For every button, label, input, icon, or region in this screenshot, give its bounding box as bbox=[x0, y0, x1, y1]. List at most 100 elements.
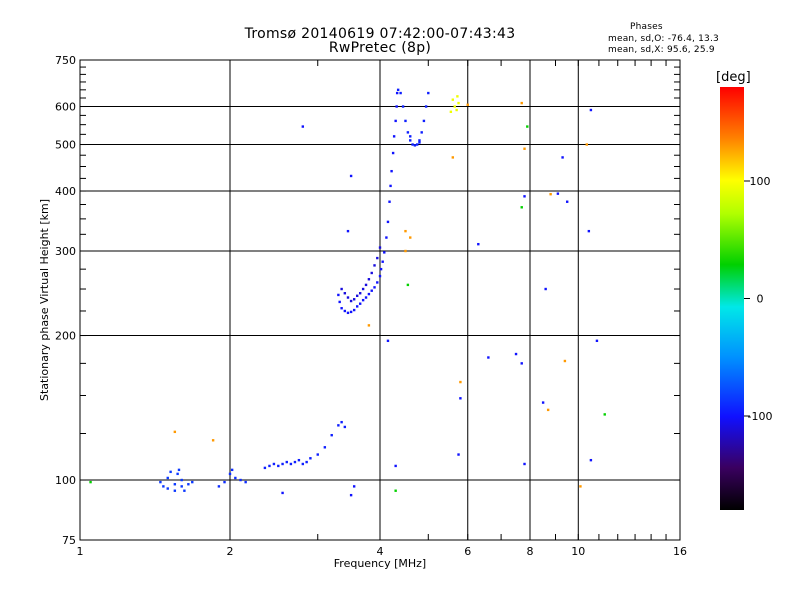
data-point bbox=[223, 480, 226, 484]
data-point bbox=[556, 192, 560, 195]
data-point bbox=[364, 296, 368, 299]
data-point bbox=[358, 292, 362, 295]
y-tick-label: 200 bbox=[55, 330, 76, 343]
data-point bbox=[268, 464, 271, 468]
data-point bbox=[546, 408, 550, 412]
data-point bbox=[459, 397, 462, 400]
y-tick-label: 75 bbox=[62, 534, 76, 547]
data-point bbox=[305, 460, 308, 464]
data-point bbox=[340, 420, 343, 424]
x-tick-label: 8 bbox=[527, 545, 534, 558]
y-tick-label: 500 bbox=[55, 139, 76, 152]
data-point bbox=[422, 119, 426, 123]
data-point bbox=[378, 274, 382, 278]
data-point bbox=[386, 220, 390, 224]
y-tick-label: 600 bbox=[55, 101, 76, 114]
y-tick-label: 750 bbox=[55, 54, 76, 67]
data-point bbox=[523, 462, 526, 466]
data-point bbox=[395, 91, 399, 95]
data-point bbox=[394, 489, 397, 492]
data-point bbox=[383, 251, 386, 254]
data-point bbox=[457, 453, 460, 456]
x-tick-label: 4 bbox=[377, 545, 384, 558]
chart-subtitle: RwPretec (8p) bbox=[328, 40, 432, 56]
data-point bbox=[520, 206, 523, 209]
data-point bbox=[585, 143, 588, 146]
data-point bbox=[406, 131, 410, 134]
data-point bbox=[180, 478, 183, 482]
data-point bbox=[370, 271, 373, 275]
data-point bbox=[263, 466, 267, 470]
data-point bbox=[159, 480, 162, 484]
colorbar-tick-label: 100 bbox=[750, 175, 771, 188]
data-point bbox=[352, 308, 356, 312]
data-point bbox=[409, 236, 412, 239]
data-point bbox=[457, 101, 460, 105]
data-point bbox=[173, 430, 177, 434]
colorbar-tick-label: 0 bbox=[757, 293, 764, 306]
data-point bbox=[355, 305, 359, 308]
data-point bbox=[166, 487, 169, 490]
data-point bbox=[169, 470, 172, 474]
grid-lines bbox=[80, 60, 680, 540]
data-point bbox=[349, 299, 353, 303]
data-point bbox=[352, 298, 356, 301]
x-tick-label: 16 bbox=[673, 545, 687, 558]
data-point bbox=[477, 242, 480, 246]
data-point bbox=[355, 294, 359, 297]
data-point bbox=[520, 362, 523, 365]
data-point bbox=[394, 464, 397, 468]
data-point bbox=[281, 491, 284, 495]
data-point bbox=[424, 105, 428, 108]
data-point bbox=[244, 480, 247, 484]
data-point bbox=[394, 119, 397, 123]
data-point bbox=[549, 192, 552, 196]
data-point bbox=[381, 260, 384, 263]
data-point bbox=[337, 424, 340, 427]
data-point bbox=[297, 458, 301, 462]
data-point bbox=[449, 110, 453, 113]
data-point bbox=[514, 352, 518, 356]
data-point bbox=[406, 283, 410, 287]
data-point bbox=[526, 125, 529, 128]
data-point bbox=[281, 462, 284, 466]
data-point bbox=[376, 256, 379, 260]
y-tick-label: 100 bbox=[55, 474, 76, 487]
data-point bbox=[587, 229, 591, 233]
data-point bbox=[309, 457, 312, 460]
data-point bbox=[386, 339, 390, 343]
data-point bbox=[378, 246, 382, 249]
data-point bbox=[358, 302, 362, 305]
data-point bbox=[367, 324, 371, 327]
data-point bbox=[352, 485, 356, 488]
phase-stats-heading: Phases bbox=[630, 22, 663, 32]
y-tick-label: 400 bbox=[55, 185, 76, 198]
data-point bbox=[561, 156, 564, 159]
data-point bbox=[176, 472, 179, 476]
data-point bbox=[595, 339, 599, 343]
data-point bbox=[180, 485, 183, 488]
data-point bbox=[364, 283, 368, 287]
data-point bbox=[563, 359, 567, 363]
phase-stats-x: mean, sd,X: 95.6, 25.9 bbox=[608, 45, 715, 55]
x-tick-label: 2 bbox=[227, 545, 234, 558]
data-point bbox=[293, 460, 297, 464]
data-point bbox=[361, 298, 365, 302]
data-point bbox=[404, 119, 407, 123]
data-point bbox=[277, 464, 280, 468]
data-point bbox=[239, 478, 242, 482]
data-point bbox=[343, 309, 347, 313]
data-point bbox=[409, 135, 412, 138]
y-axis-label: Stationary phase Virtual Height [km] bbox=[38, 199, 51, 401]
data-point bbox=[390, 169, 393, 173]
data-point bbox=[404, 229, 407, 233]
data-point bbox=[340, 307, 343, 310]
data-point bbox=[589, 458, 593, 462]
chart-title: Tromsø 20140619 07:42:00-07:43:43 bbox=[244, 26, 516, 42]
data-point bbox=[367, 292, 371, 296]
colorbar-tick-label: -100 bbox=[748, 410, 773, 423]
data-point bbox=[217, 485, 221, 488]
data-point bbox=[404, 249, 407, 253]
data-point bbox=[162, 485, 165, 488]
